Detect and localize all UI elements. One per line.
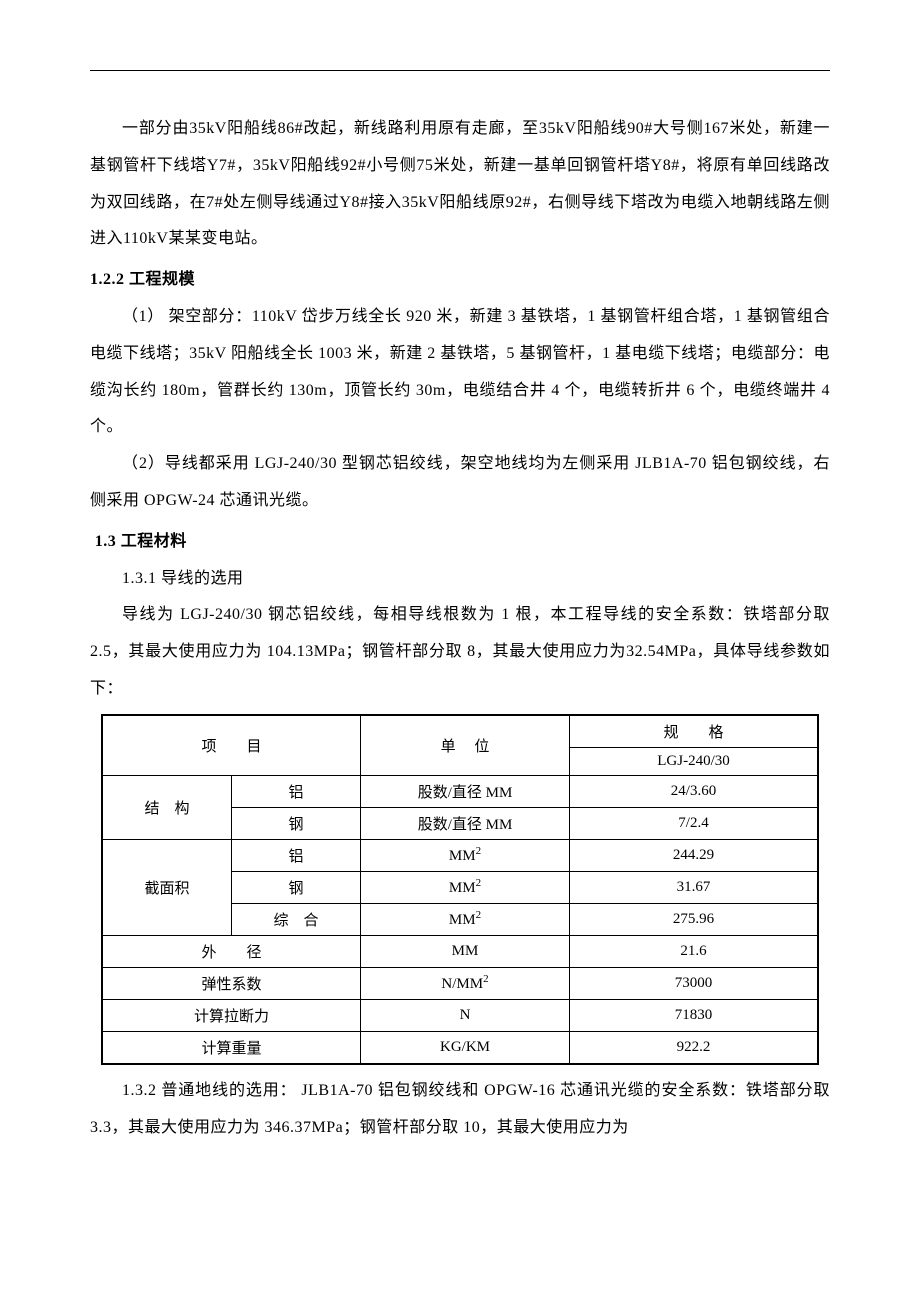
cell-unit: 股数/直径 MM [361,775,570,807]
heading-1-3: 1.3 工程材料 [90,524,830,561]
table-row: 结 构 铝 股数/直径 MM 24/3.60 [102,775,818,807]
cell-val: 7/2.4 [570,807,819,839]
cell-group: 计算重量 [102,1031,361,1064]
paragraph-3: （2）导线都采用 LGJ-240/30 型钢芯铝绞线，架空地线均为左侧采用 JL… [90,446,830,520]
cell-val: 71830 [570,999,819,1031]
paragraph-5: 1.3.2 普通地线的选用： JLB1A-70 铝包钢绞线和 OPGW-16 芯… [90,1073,830,1147]
cell-unit: MM2 [361,839,570,871]
th-item: 项 目 [102,715,361,776]
cell-unit: KG/KM [361,1031,570,1064]
th-spec-val: LGJ-240/30 [570,747,819,775]
cell-val: 31.67 [570,871,819,903]
paragraph-1: 一部分由35kV阳船线86#改起，新线路利用原有走廊，至35kV阳船线90#大号… [90,111,830,258]
table-row: 外 径 MM 21.6 [102,935,818,967]
cell-unit: MM2 [361,871,570,903]
cell-group: 弹性系数 [102,967,361,999]
paragraph-2: （1） 架空部分：110kV 岱步万线全长 920 米，新建 3 基铁塔，1 基… [90,299,830,446]
table-header-row: 项 目 单 位 规 格 [102,715,818,748]
horizontal-rule [90,70,830,71]
cell-sub: 综 合 [232,903,361,935]
cell-unit: N/MM2 [361,967,570,999]
paragraph-4: 导线为 LGJ-240/30 钢芯铝绞线，每相导线根数为 1 根，本工程导线的安… [90,597,830,707]
table-row: 计算重量 KG/KM 922.2 [102,1031,818,1064]
th-spec: 规 格 [570,715,819,748]
th-unit: 单 位 [361,715,570,776]
cell-val: 73000 [570,967,819,999]
cell-group: 截面积 [102,839,232,935]
heading-1-2-2: 1.2.2 工程规模 [90,262,830,299]
cell-val: 21.6 [570,935,819,967]
cell-val: 275.96 [570,903,819,935]
cell-sub: 钢 [232,807,361,839]
cell-val: 922.2 [570,1031,819,1064]
cell-group: 结 构 [102,775,232,839]
document-page: 一部分由35kV阳船线86#改起，新线路利用原有走廊，至35kV阳船线90#大号… [0,0,920,1302]
heading-1-3-1: 1.3.1 导线的选用 [90,561,830,598]
cell-unit: MM [361,935,570,967]
cell-unit: MM2 [361,903,570,935]
spec-table: 项 目 单 位 规 格 LGJ-240/30 结 构 铝 股数/直径 MM 24… [101,714,819,1065]
cell-sub: 钢 [232,871,361,903]
table-row: 计算拉断力 N 71830 [102,999,818,1031]
cell-group: 外 径 [102,935,361,967]
table-row: 弹性系数 N/MM2 73000 [102,967,818,999]
cell-sub: 铝 [232,775,361,807]
cell-group: 计算拉断力 [102,999,361,1031]
cell-sub: 铝 [232,839,361,871]
cell-val: 24/3.60 [570,775,819,807]
cell-unit: N [361,999,570,1031]
cell-val: 244.29 [570,839,819,871]
cell-unit: 股数/直径 MM [361,807,570,839]
table-row: 截面积 铝 MM2 244.29 [102,839,818,871]
